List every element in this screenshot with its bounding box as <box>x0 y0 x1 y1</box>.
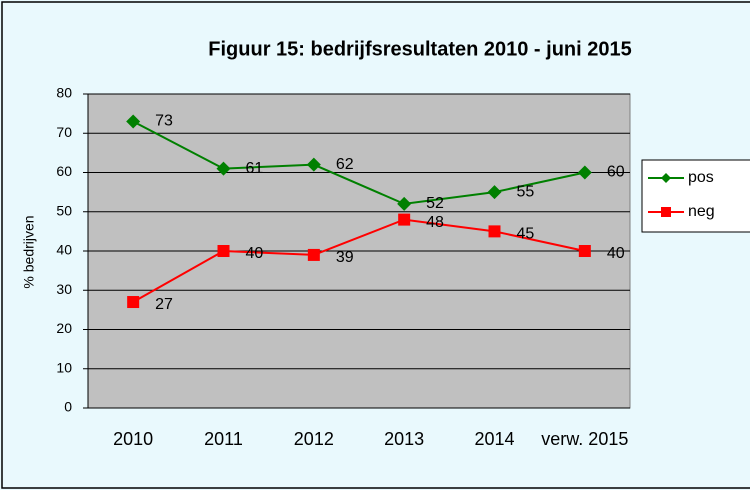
y-tick-label: 50 <box>56 202 72 218</box>
point-marker <box>398 213 411 226</box>
point-marker <box>306 157 321 172</box>
point-marker <box>578 245 591 257</box>
point-marker <box>127 296 140 309</box>
point-marker <box>126 114 141 129</box>
data-label: 52 <box>426 195 444 212</box>
y-tick-label: 10 <box>56 359 72 375</box>
x-tick-label: 2011 <box>204 429 243 449</box>
data-label: 48 <box>426 214 444 231</box>
data-label: 39 <box>336 249 354 266</box>
data-label: 45 <box>517 226 535 243</box>
data-label: 62 <box>336 156 354 173</box>
point-marker <box>487 185 502 200</box>
series-line <box>132 120 586 205</box>
y-tick-label: 60 <box>56 163 72 179</box>
x-tick-label: 2012 <box>294 429 334 449</box>
point-marker <box>397 196 412 211</box>
point-marker <box>488 225 501 238</box>
x-tick-label: verw. 2015 <box>541 429 628 449</box>
y-tick-label: 0 <box>64 399 72 415</box>
legend-marker <box>661 207 671 217</box>
data-label: 27 <box>155 296 173 313</box>
data-label: 61 <box>246 160 264 177</box>
y-tick-label: 40 <box>56 242 72 258</box>
data-label: 40 <box>246 245 264 262</box>
x-tick-label: 2013 <box>384 429 424 449</box>
series-line <box>132 218 586 303</box>
legend-marker <box>661 173 671 183</box>
y-tick-label: 80 <box>56 85 72 101</box>
point-marker <box>216 161 231 176</box>
x-tick-label: 2014 <box>474 429 514 449</box>
legend-label: pos <box>688 169 714 186</box>
legend-box <box>641 159 750 233</box>
data-label: 55 <box>517 183 535 200</box>
data-label: 73 <box>155 113 173 130</box>
data-label: 60 <box>607 164 625 181</box>
legend-label: neg <box>688 203 715 220</box>
point-marker <box>307 248 320 261</box>
y-tick-label: 70 <box>56 124 72 140</box>
point-marker <box>577 165 592 180</box>
chart-title: Figuur 15: bedrijfsresultaten 2010 - jun… <box>208 38 631 60</box>
point-marker <box>217 245 230 257</box>
data-label: 40 <box>607 245 625 262</box>
y-axis-label: % bedrijven <box>21 215 37 288</box>
y-tick-label: 30 <box>56 281 72 297</box>
y-tick-label: 20 <box>56 320 72 336</box>
x-tick-label: 2010 <box>113 429 153 449</box>
